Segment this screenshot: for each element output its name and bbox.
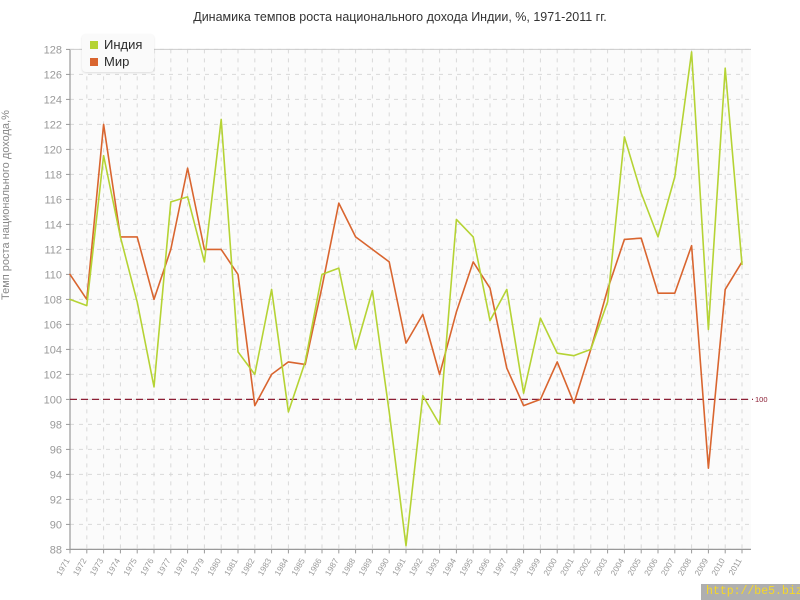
svg-text:90: 90 bbox=[50, 519, 62, 531]
svg-text:118: 118 bbox=[44, 169, 62, 181]
svg-text:1999: 1999 bbox=[524, 556, 542, 577]
svg-text:102: 102 bbox=[44, 369, 62, 381]
svg-text:1974: 1974 bbox=[104, 556, 122, 577]
svg-text:108: 108 bbox=[44, 294, 62, 306]
svg-text:1997: 1997 bbox=[491, 556, 509, 577]
svg-text:120: 120 bbox=[44, 144, 62, 156]
svg-text:2007: 2007 bbox=[659, 556, 677, 577]
svg-text:2001: 2001 bbox=[558, 556, 576, 577]
svg-text:1972: 1972 bbox=[71, 556, 89, 577]
svg-text:1977: 1977 bbox=[155, 556, 173, 577]
svg-text:114: 114 bbox=[44, 219, 62, 231]
svg-text:1975: 1975 bbox=[121, 556, 139, 577]
svg-text:1990: 1990 bbox=[373, 556, 391, 577]
svg-text:1978: 1978 bbox=[171, 556, 189, 577]
svg-text:110: 110 bbox=[44, 269, 62, 281]
svg-text:104: 104 bbox=[44, 344, 62, 356]
svg-text:1989: 1989 bbox=[356, 556, 374, 577]
svg-text:92: 92 bbox=[50, 494, 62, 506]
svg-text:1976: 1976 bbox=[138, 556, 156, 577]
svg-text:2011: 2011 bbox=[726, 556, 744, 577]
svg-text:100: 100 bbox=[755, 395, 768, 404]
svg-text:1996: 1996 bbox=[474, 556, 492, 577]
svg-text:2000: 2000 bbox=[541, 556, 559, 577]
svg-text:126: 126 bbox=[44, 69, 62, 81]
svg-text:2005: 2005 bbox=[625, 556, 643, 577]
svg-text:2004: 2004 bbox=[608, 556, 626, 577]
svg-text:1984: 1984 bbox=[272, 556, 290, 577]
svg-text:1986: 1986 bbox=[306, 556, 324, 577]
svg-text:94: 94 bbox=[50, 469, 62, 481]
svg-text:1971: 1971 bbox=[54, 556, 72, 577]
svg-text:88: 88 bbox=[50, 544, 62, 556]
svg-text:112: 112 bbox=[44, 244, 62, 256]
svg-text:100: 100 bbox=[44, 394, 62, 406]
svg-text:1982: 1982 bbox=[239, 556, 257, 577]
svg-text:2010: 2010 bbox=[709, 556, 727, 577]
svg-text:2008: 2008 bbox=[675, 556, 693, 577]
svg-text:1988: 1988 bbox=[339, 556, 357, 577]
svg-text:106: 106 bbox=[44, 319, 62, 331]
svg-text:2006: 2006 bbox=[642, 556, 660, 577]
svg-text:2009: 2009 bbox=[692, 556, 710, 577]
svg-text:1993: 1993 bbox=[423, 556, 441, 577]
svg-text:98: 98 bbox=[50, 419, 62, 431]
svg-text:1991: 1991 bbox=[390, 556, 408, 577]
svg-text:1981: 1981 bbox=[222, 556, 240, 577]
svg-text:2003: 2003 bbox=[591, 556, 609, 577]
svg-text:1994: 1994 bbox=[440, 556, 458, 577]
svg-text:96: 96 bbox=[50, 444, 62, 456]
svg-text:128: 128 bbox=[44, 44, 62, 56]
svg-text:1979: 1979 bbox=[188, 556, 206, 577]
svg-text:124: 124 bbox=[44, 94, 62, 106]
svg-text:122: 122 bbox=[44, 119, 62, 131]
svg-text:1983: 1983 bbox=[255, 556, 273, 577]
svg-text:1998: 1998 bbox=[507, 556, 525, 577]
svg-text:116: 116 bbox=[44, 194, 62, 206]
svg-text:2002: 2002 bbox=[575, 556, 593, 577]
svg-text:1992: 1992 bbox=[407, 556, 425, 577]
svg-text:1985: 1985 bbox=[289, 556, 307, 577]
svg-text:1987: 1987 bbox=[323, 556, 341, 577]
svg-text:1973: 1973 bbox=[87, 556, 105, 577]
svg-text:1995: 1995 bbox=[457, 556, 475, 577]
svg-text:1980: 1980 bbox=[205, 556, 223, 577]
